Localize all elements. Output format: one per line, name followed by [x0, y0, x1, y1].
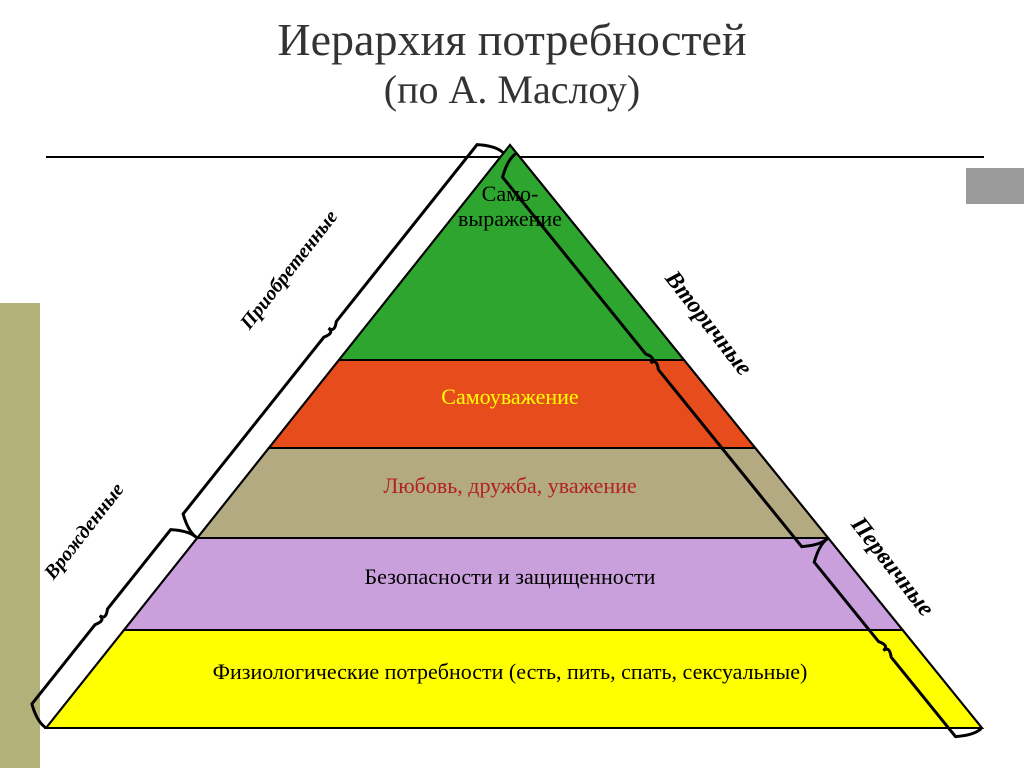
slide: Иерархия потребностей (по А. Маслоу) Физ…: [0, 0, 1024, 768]
level-label-love: Любовь, дружба, уважение: [244, 473, 776, 498]
level-label-physiological: Физиологические потребности (есть, пить,…: [102, 659, 918, 684]
level-label-esteem: Самоуважение: [312, 384, 708, 409]
level-label-safety: Безопасности и защищенности: [175, 564, 846, 589]
level-label-self-actualization: Само- выражение: [420, 181, 600, 232]
